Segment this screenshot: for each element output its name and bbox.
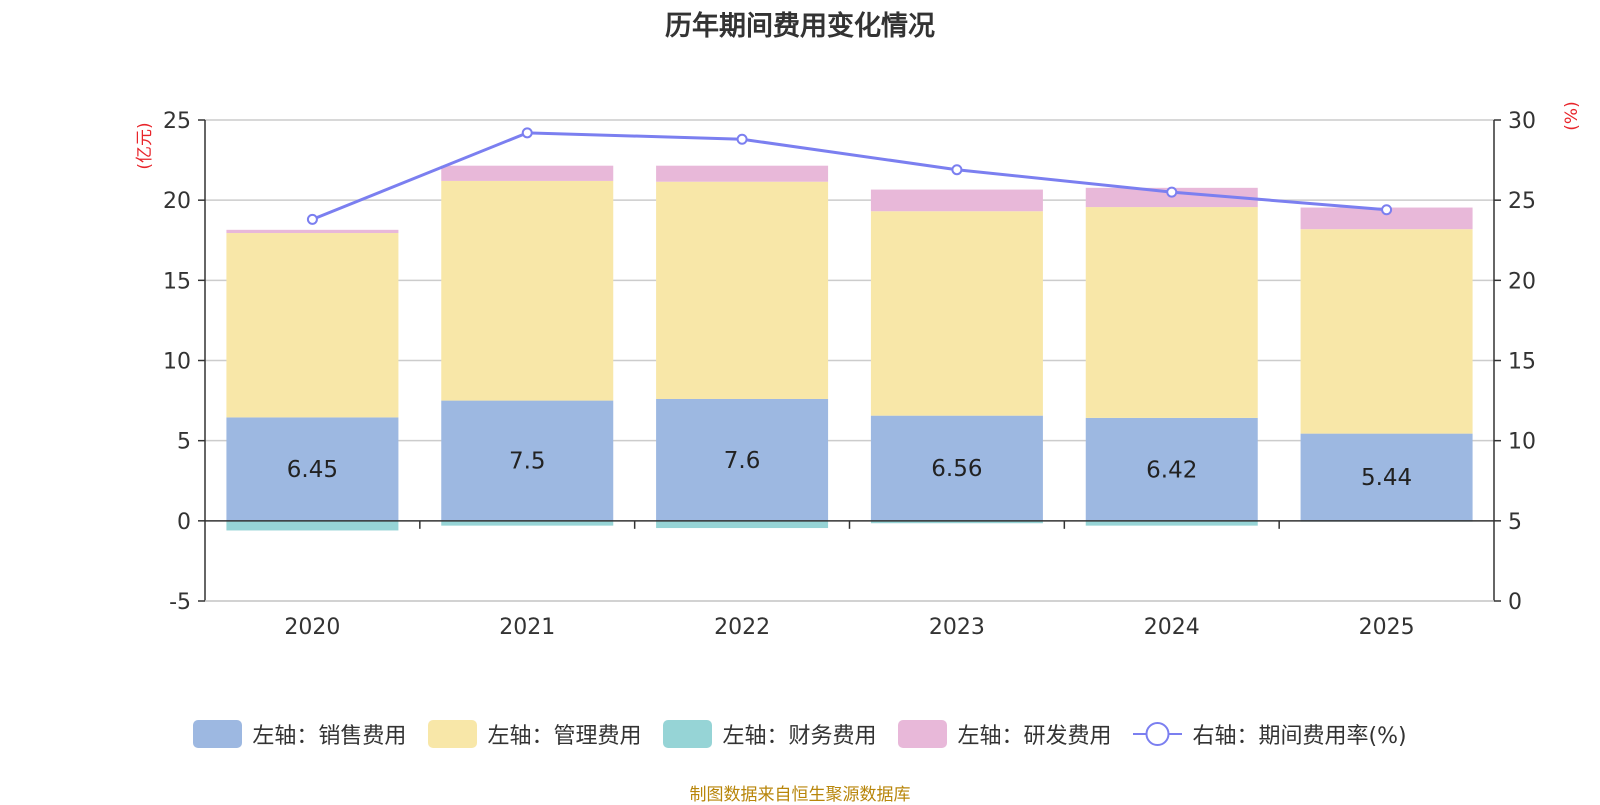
legend-item-sales[interactable]: 左轴：销售费用: [193, 718, 406, 750]
legend-item-finance[interactable]: 左轴：财务费用: [663, 718, 876, 750]
bar-segment: [870, 211, 1043, 416]
bar-segment: [441, 180, 614, 401]
right-axis-tick-label: 15: [1508, 350, 1536, 375]
expense-rate-point: [306, 213, 318, 225]
right-axis-tick-label: 10: [1508, 430, 1536, 455]
bar-segment: [656, 165, 829, 182]
bar-segment: [656, 520, 829, 529]
legend-item-admin[interactable]: 左轴：管理费用: [428, 718, 641, 750]
expense-rate-point: [1381, 204, 1393, 216]
left-axis-tick-label: 10: [163, 350, 191, 375]
legend-line-marker-icon: [1133, 722, 1183, 746]
legend-swatch-admin: [428, 720, 478, 748]
bar-segment: [226, 417, 399, 521]
right-axis-tick-label: 5: [1508, 510, 1522, 535]
legend-label-rnd: 左轴：研发费用: [957, 724, 1112, 749]
bar-data-label: 6.45: [287, 457, 338, 483]
bar-segment: [226, 520, 399, 531]
bar-segment: [1300, 433, 1473, 521]
x-axis-tick-label: 2022: [714, 615, 770, 640]
left-axis-tick-label: -5: [169, 590, 191, 615]
bar-segment: [1300, 207, 1473, 230]
x-axis-tick-label: 2023: [929, 615, 985, 640]
legend: 左轴：销售费用 左轴：管理费用 左轴：财务费用 左轴：研发费用 右轴：期间费用率…: [0, 718, 1600, 750]
left-axis-tick-label: 20: [163, 189, 191, 214]
legend-swatch-finance: [663, 720, 713, 748]
x-axis-tick-label: 2021: [499, 615, 555, 640]
bar-segment: [441, 165, 614, 181]
bar-segment: [870, 520, 1043, 524]
expense-rate-point: [736, 133, 748, 145]
legend-label-finance: 左轴：财务费用: [722, 724, 877, 749]
bar-data-label: 7.6: [724, 448, 761, 474]
legend-swatch-rnd: [898, 720, 948, 748]
bar-segment: [226, 233, 399, 418]
left-axis-tick-label: 15: [163, 269, 191, 294]
right-axis-label: (%): [1562, 101, 1582, 130]
left-axis-tick-label: 0: [177, 510, 191, 535]
legend-label-admin: 左轴：管理费用: [487, 724, 642, 749]
expense-rate-point: [951, 164, 963, 176]
left-axis-label: (亿元): [135, 122, 155, 169]
bar-segment: [870, 415, 1043, 521]
x-axis-tick-label: 2020: [284, 615, 340, 640]
bar-segment: [441, 400, 614, 521]
bar-segment: [1085, 520, 1258, 526]
legend-item-expense-rate[interactable]: 右轴：期间费用率(%): [1133, 718, 1407, 750]
source-footer: 制图数据来自恒生聚源数据库: [689, 785, 911, 805]
bar-data-label: 6.56: [931, 456, 982, 482]
expense-rate-point: [1166, 186, 1178, 198]
legend-swatch-sales: [193, 720, 243, 748]
legend-label-sales: 左轴：销售费用: [252, 724, 407, 749]
bar-segment: [870, 189, 1043, 212]
bar-segment: [226, 229, 399, 234]
right-axis-tick-label: 0: [1508, 590, 1522, 615]
chart-title: 历年期间费用变化情况: [665, 11, 935, 42]
expense-rate-line: [311, 131, 1387, 221]
bar-data-label: 5.44: [1361, 465, 1412, 491]
left-axis-tick-label: 25: [163, 109, 191, 134]
bar-segment: [441, 520, 614, 526]
bar-data-label: 7.5: [509, 449, 546, 475]
right-axis-tick-label: 20: [1508, 269, 1536, 294]
bar-segment: [656, 398, 829, 521]
bar-data-label: 6.42: [1146, 457, 1197, 483]
expense-rate-point: [521, 127, 533, 139]
legend-item-rnd[interactable]: 左轴：研发费用: [898, 718, 1111, 750]
legend-label-expense-rate: 右轴：期间费用率(%): [1192, 724, 1407, 749]
right-axis-tick-label: 25: [1508, 189, 1536, 214]
bar-segment: [1085, 417, 1258, 521]
bar-segment: [1085, 207, 1258, 418]
x-axis-tick-label: 2025: [1359, 615, 1415, 640]
right-axis-tick-label: 30: [1508, 109, 1536, 134]
bar-segment: [656, 181, 829, 399]
bar-segment: [1300, 229, 1473, 434]
left-axis-tick-label: 5: [177, 430, 191, 455]
x-axis-tick-label: 2024: [1144, 615, 1200, 640]
